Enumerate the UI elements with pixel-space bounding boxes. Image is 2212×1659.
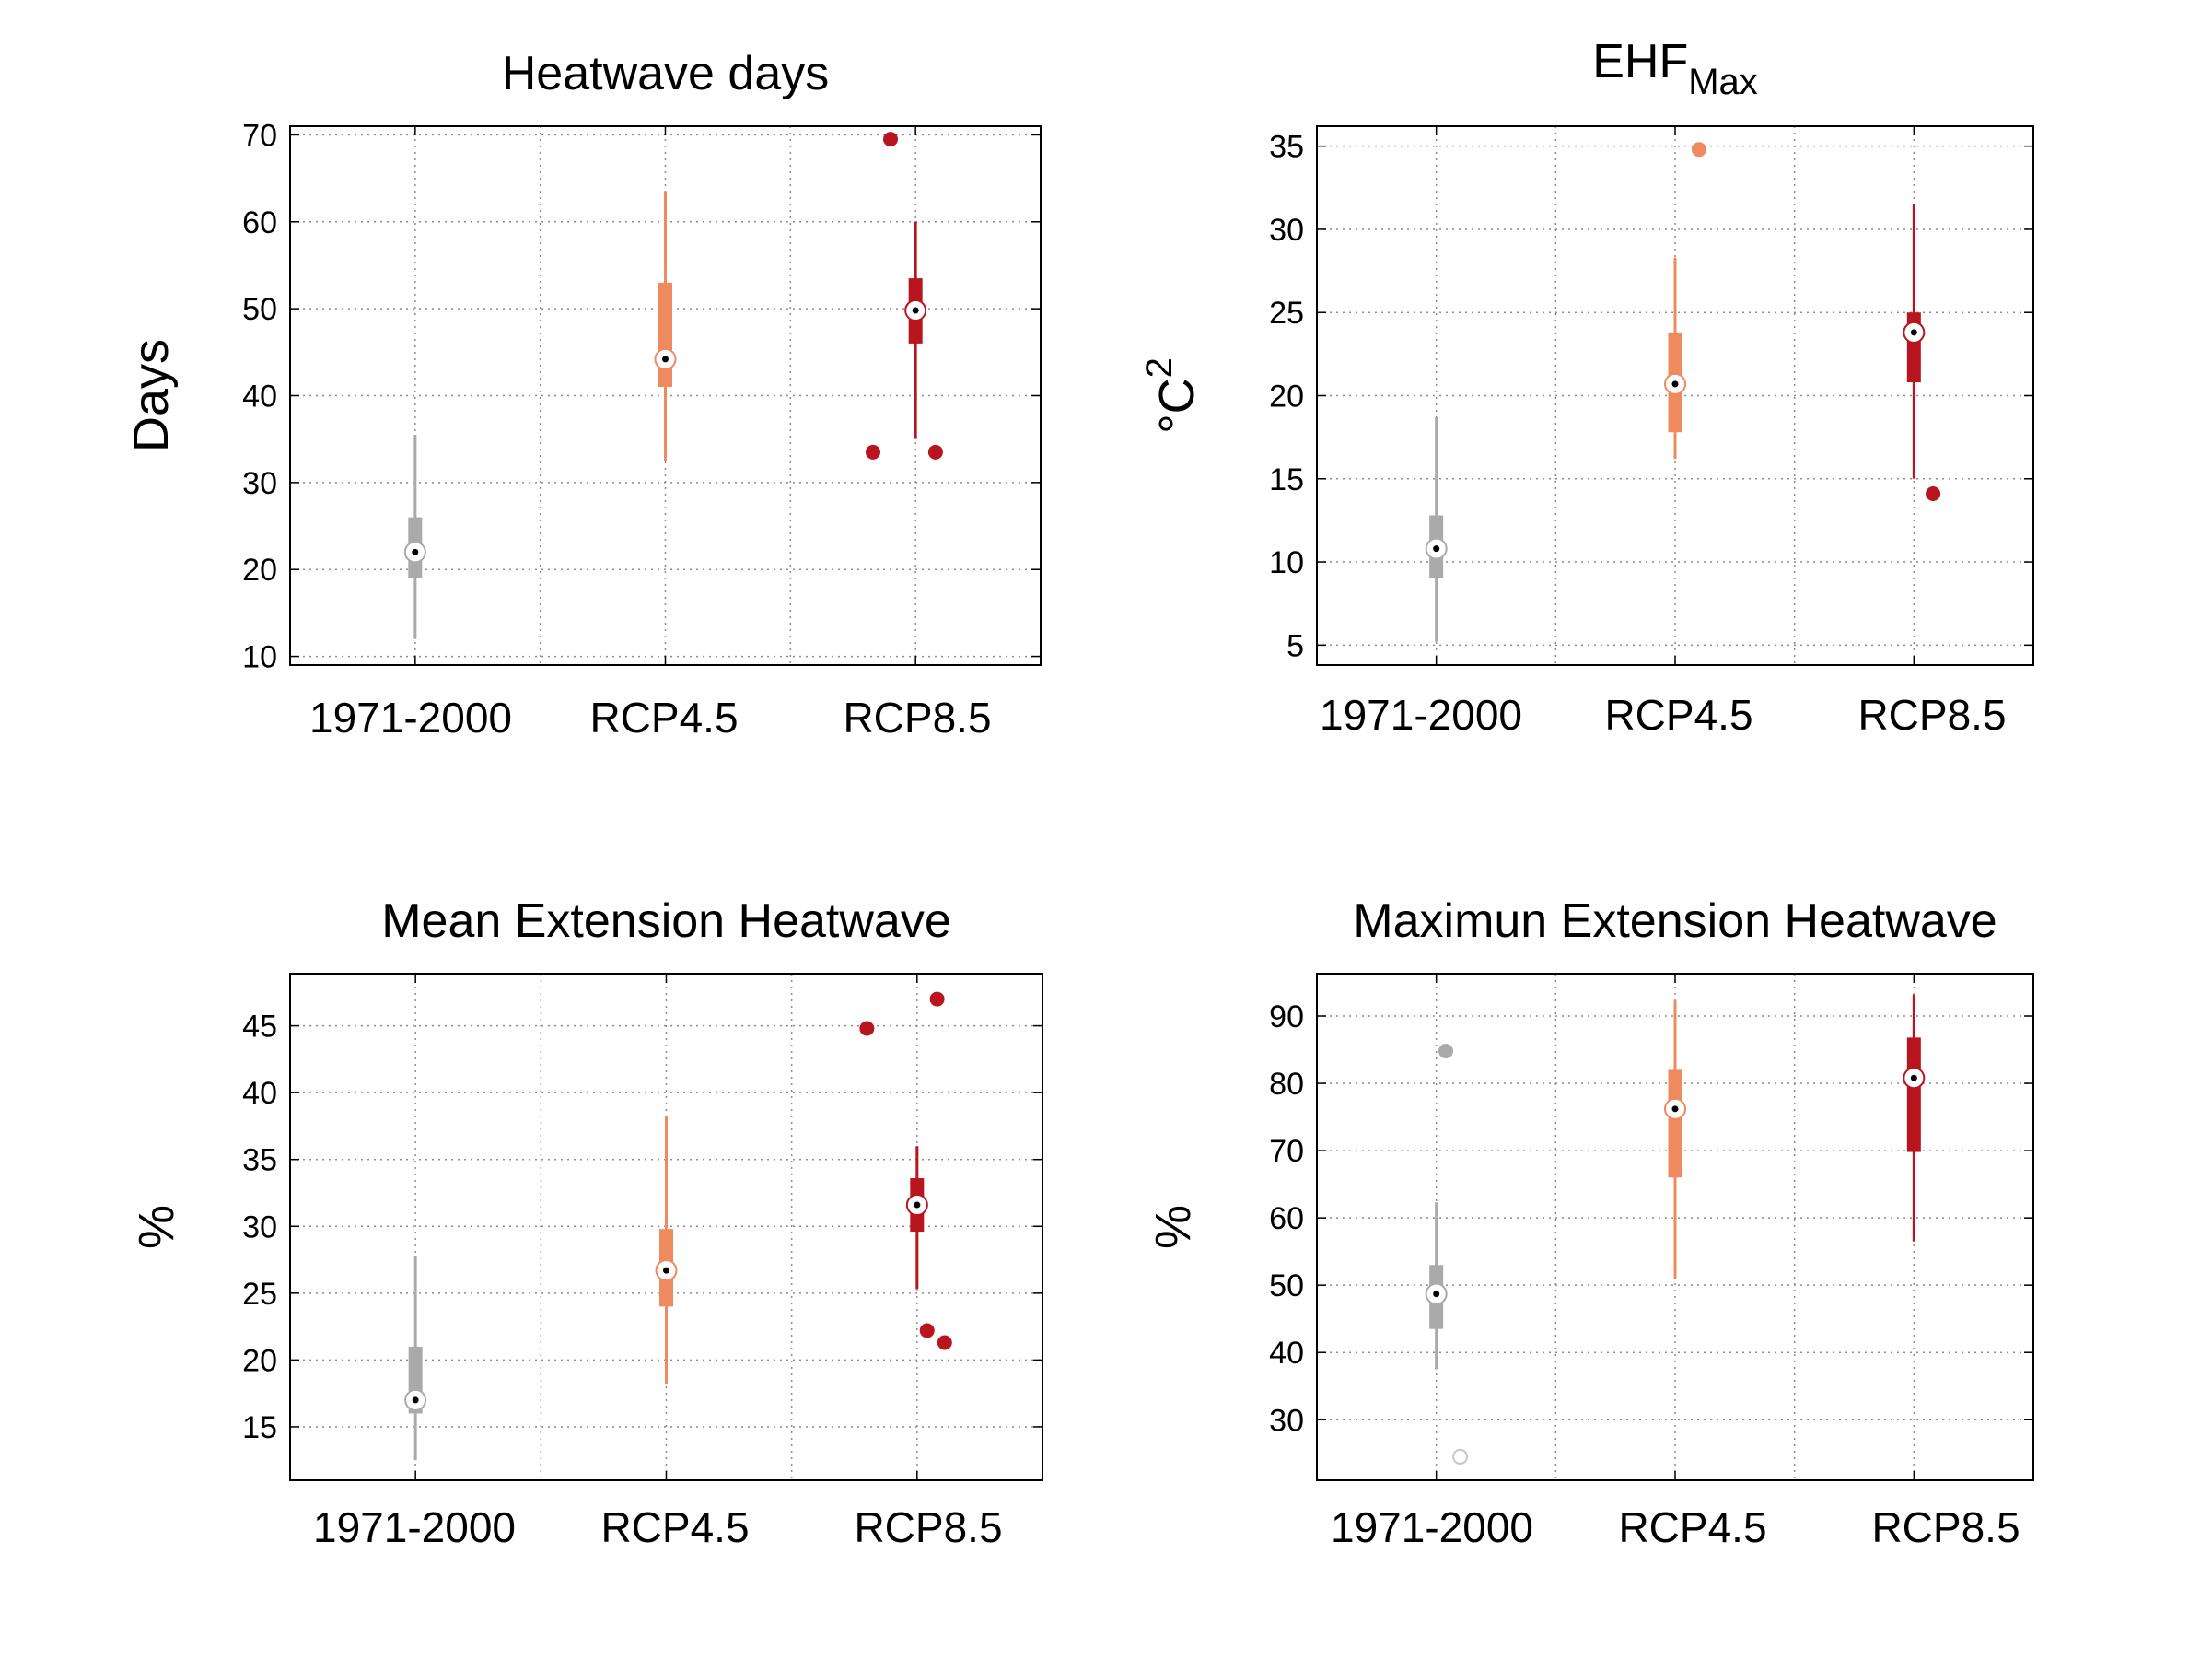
- y-tick-label: 30: [1269, 1403, 1304, 1438]
- outlier-point: [859, 1021, 875, 1036]
- y-tick-label: 30: [242, 1209, 277, 1244]
- y-tick-label: 35: [242, 1143, 277, 1178]
- y-tick-label: 40: [242, 1076, 277, 1111]
- y-tick-label: 20: [242, 553, 277, 588]
- y-tick-label: 35: [1269, 130, 1304, 165]
- chart-panel-2: 5 10 15 20 25 30 35 1971-2000 RCP4.5 RCP8.5 EHFMax…: [1139, 35, 2034, 739]
- box-0: [404, 1256, 427, 1461]
- x-category-label: RCP8.5: [854, 1503, 1002, 1551]
- y-tick-label: 25: [242, 1277, 277, 1312]
- y-tick-label: 10: [242, 640, 277, 675]
- y-tick-label: 70: [242, 118, 277, 153]
- median-dot: [1433, 545, 1440, 553]
- box-1: [1664, 142, 1706, 460]
- y-tick-label: 15: [1269, 462, 1304, 497]
- y-tick-label: 20: [242, 1343, 277, 1378]
- chart-title: Heatwave days: [502, 47, 830, 100]
- y-tick-label: 90: [1269, 999, 1304, 1034]
- box-0: [1425, 1043, 1469, 1465]
- axes-frame: [289, 973, 1043, 1481]
- y-axis-label: %: [1146, 1205, 1201, 1249]
- chart-panel-4: 30 40 50 60 70 80 90 1971-2000 RCP4.5 RCP8.5 Maxim…: [1146, 894, 2034, 1551]
- outlier-point: [1926, 486, 1941, 502]
- box-2: [865, 132, 943, 460]
- chart-title: EHFMax: [1592, 35, 1758, 102]
- y-tick-label: 45: [242, 1010, 277, 1045]
- median-dot: [1671, 380, 1679, 388]
- x-category-label: RCP4.5: [589, 694, 738, 742]
- x-category-label: 1971-2000: [1320, 691, 1522, 739]
- outlier-point: [937, 1335, 952, 1350]
- median-dot: [412, 548, 419, 555]
- y-tick-label: 40: [1269, 1336, 1304, 1371]
- chart-title-subscript: Max: [1688, 62, 1758, 102]
- x-category-label: RCP4.5: [1604, 691, 1752, 739]
- box-0: [403, 434, 426, 639]
- chart-title: Mean Extension Heatwave: [381, 894, 951, 948]
- y-tick-label: 15: [242, 1410, 277, 1445]
- median-dot: [912, 307, 919, 314]
- median-dot: [1671, 1105, 1679, 1113]
- outlier-point: [865, 444, 880, 460]
- x-category-label: 1971-2000: [313, 1503, 516, 1551]
- x-category-label: RCP8.5: [1871, 1503, 2020, 1551]
- iqr-box: [1906, 1037, 1921, 1152]
- box-2: [1903, 994, 1926, 1242]
- y-tick-label: 40: [242, 380, 277, 415]
- y-tick-label: 50: [1269, 1268, 1304, 1303]
- y-tick-label: 25: [1269, 296, 1304, 331]
- y-tick-label: 80: [1269, 1067, 1304, 1102]
- y-tick-label: 60: [242, 205, 277, 240]
- axes-frame: [289, 125, 1042, 666]
- outlier-point: [919, 1323, 935, 1338]
- y-tick-label: 30: [1269, 213, 1304, 248]
- box-1: [1664, 1000, 1686, 1279]
- y-tick-label: 50: [242, 292, 277, 327]
- y-tick-label: 10: [1269, 545, 1304, 580]
- box-0: [1425, 416, 1448, 642]
- x-category-label: 1971-2000: [1331, 1503, 1533, 1551]
- median-dot: [663, 1267, 669, 1274]
- median-dot: [1433, 1291, 1440, 1298]
- y-tick-label: 30: [242, 466, 277, 501]
- y-axis-label: %: [129, 1205, 184, 1249]
- y-axis-label: Days: [123, 339, 179, 452]
- x-category-label: RCP4.5: [1618, 1503, 1766, 1551]
- box-2: [1903, 204, 1941, 502]
- y-axis-label: °C2: [1139, 357, 1205, 434]
- median-dot: [662, 356, 669, 363]
- chart-title: Maximun Extension Heatwave: [1353, 894, 1997, 948]
- outlier-point: [1691, 142, 1706, 158]
- y-tick-label: 60: [1269, 1201, 1304, 1236]
- outlier-point: [929, 991, 945, 1007]
- median-dot: [1910, 1074, 1917, 1081]
- chart-panel-1: 10 20 30 40 50 60 70 1971-2000 RCP4.5 RCP8.5 Heatw…: [123, 47, 1042, 742]
- iqr-box: [658, 282, 672, 388]
- chart-panel-3: 15 20 25 30 35 40 45 1971-2000 RCP4.5 RCP8.5 Mean …: [129, 894, 1043, 1551]
- y-tick-label: 20: [1269, 380, 1304, 415]
- x-category-label: RCP8.5: [1857, 691, 2006, 739]
- iqr-box: [1668, 1069, 1682, 1178]
- y-axis-label-superscript: 2: [1139, 357, 1180, 378]
- axes-frame: [1316, 973, 2034, 1481]
- box-2: [859, 991, 952, 1350]
- outlier-point: [1438, 1043, 1454, 1058]
- outlier-point: [927, 444, 943, 460]
- box-1: [654, 191, 677, 461]
- box-1: [655, 1116, 678, 1384]
- outlier-point: [883, 132, 898, 147]
- y-tick-label: 70: [1269, 1134, 1304, 1169]
- x-category-label: RCP4.5: [600, 1503, 749, 1551]
- x-category-label: RCP8.5: [843, 694, 991, 742]
- outlier-point-hollow: [1452, 1448, 1469, 1465]
- y-tick-label: 5: [1286, 628, 1304, 663]
- median-dot: [1910, 329, 1917, 336]
- axes-frame: [1316, 125, 2034, 666]
- x-category-label: 1971-2000: [309, 694, 512, 742]
- median-dot: [914, 1201, 921, 1209]
- median-dot: [412, 1396, 419, 1404]
